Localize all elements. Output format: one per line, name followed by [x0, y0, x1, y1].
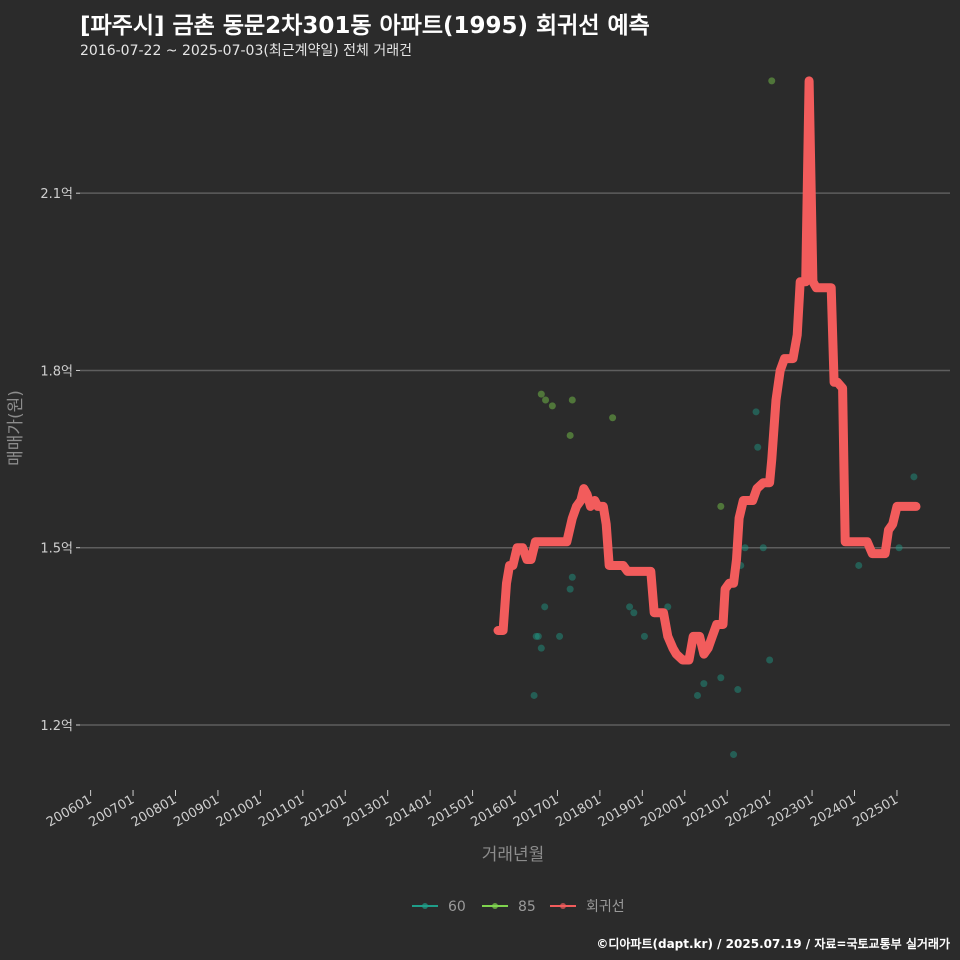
- y-tick-label-1: 1.5억: [40, 542, 73, 557]
- grid-layer: [80, 192, 950, 726]
- x-tick-label-8: 201401: [384, 792, 434, 830]
- x-tick-label-7: 201301: [341, 792, 391, 830]
- legend-swatch-point-1: [492, 903, 498, 909]
- point-85-6: [717, 502, 725, 510]
- x-tick-label-6: 201201: [299, 792, 349, 830]
- y-axis-ticks: 1.2억 1.5억 1.8억 2.1억: [40, 187, 80, 734]
- x-tick-label-1: 200701: [87, 792, 137, 830]
- x-tick-label-4: 201001: [214, 792, 264, 830]
- point-85-1: [542, 396, 550, 404]
- x-tick-label-12: 201801: [553, 792, 603, 830]
- point-60-11: [664, 603, 672, 611]
- x-tick-label-10: 201601: [469, 792, 519, 830]
- point-60-1: [532, 632, 540, 640]
- point-60-19: [752, 408, 760, 416]
- point-85-7: [768, 77, 776, 85]
- y-tick-label-0: 1.2억: [40, 719, 73, 734]
- x-tick-label-11: 201701: [511, 792, 561, 830]
- legend-label-1: 85: [518, 899, 536, 915]
- point-60-10: [640, 632, 648, 640]
- x-axis-title: 거래년월: [482, 845, 545, 865]
- legend-label-0: 60: [448, 899, 466, 915]
- point-60-15: [730, 751, 738, 759]
- x-tick-label-17: 202301: [766, 792, 816, 830]
- point-60-9: [630, 609, 638, 617]
- point-60-7: [568, 573, 576, 581]
- point-60-5: [556, 632, 564, 640]
- point-60-24: [895, 544, 903, 552]
- legend-item-1: 85: [482, 899, 536, 915]
- point-60-6: [566, 585, 574, 593]
- legend-label-2: 회귀선: [586, 899, 625, 915]
- legend-item-0: 60: [412, 899, 466, 915]
- x-tick-label-18: 202401: [808, 792, 858, 830]
- point-60-8: [626, 603, 634, 611]
- point-60-21: [759, 544, 767, 552]
- point-60-3: [537, 644, 545, 652]
- y-tick-label-3: 2.1억: [40, 187, 73, 202]
- regression-line: [493, 76, 921, 665]
- footer-credit: ©디아파트(dapt.kr) / 2025.07.19 / 자료=국토교통부 실…: [596, 937, 950, 951]
- x-tick-label-13: 201901: [596, 792, 646, 830]
- point-60-23: [855, 561, 863, 569]
- x-tick-label-3: 200901: [171, 792, 221, 830]
- point-85-2: [548, 402, 556, 410]
- regression-line-layer: [493, 76, 921, 665]
- chart-subtitle: 2016-07-22 ~ 2025-07-03(최근계약일) 전체 거래건: [80, 43, 412, 59]
- x-tick-label-0: 200601: [44, 792, 94, 830]
- point-60-0: [530, 691, 538, 699]
- y-axis-title: 매매가(원): [6, 390, 26, 466]
- chart-title: [파주시] 금촌 동문2차301동 아파트(1995) 회귀선 예측: [80, 13, 650, 39]
- legend-item-2: 회귀선: [550, 899, 625, 915]
- point-60-4: [541, 603, 549, 611]
- point-85-0: [537, 390, 545, 398]
- x-tick-label-19: 202501: [850, 792, 900, 830]
- legend-swatch-point-2: [560, 903, 566, 909]
- point-60-12: [693, 691, 701, 699]
- point-85-4: [568, 396, 576, 404]
- point-60-22: [766, 656, 774, 664]
- point-60-13: [700, 680, 708, 688]
- legend: 60 85 회귀선: [412, 899, 625, 915]
- x-tick-label-5: 201101: [256, 792, 306, 830]
- x-tick-label-15: 202101: [681, 792, 731, 830]
- x-tick-label-9: 201501: [426, 792, 476, 830]
- legend-swatch-point-0: [422, 903, 428, 909]
- point-60-16: [734, 686, 742, 694]
- x-tick-label-16: 202201: [723, 792, 773, 830]
- x-axis-ticks: 2006012007012008012009012010012011012012…: [44, 790, 901, 830]
- point-60-14: [717, 674, 725, 682]
- scatter-points: [530, 77, 918, 759]
- x-tick-label-14: 202001: [638, 792, 688, 830]
- point-60-18: [741, 544, 749, 552]
- point-60-2: [534, 632, 542, 640]
- point-60-20: [754, 443, 762, 451]
- y-tick-label-2: 1.8억: [40, 364, 73, 379]
- point-60-25: [910, 473, 918, 481]
- x-tick-label-2: 200801: [129, 792, 179, 830]
- point-85-3: [566, 431, 574, 439]
- point-85-5: [609, 414, 617, 422]
